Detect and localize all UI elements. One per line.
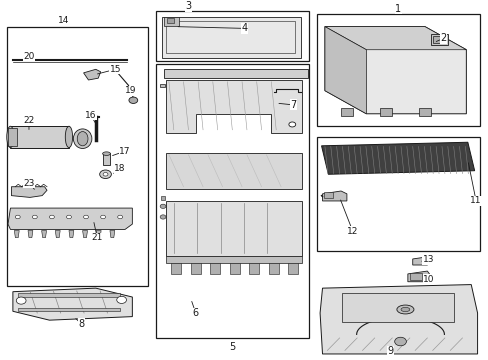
Circle shape [160,204,165,208]
Ellipse shape [65,126,73,148]
Text: 13: 13 [422,255,433,264]
Circle shape [16,297,26,304]
Polygon shape [325,27,466,50]
Polygon shape [110,230,115,238]
Circle shape [129,97,138,103]
Circle shape [101,215,105,219]
Text: 1: 1 [394,4,400,14]
Polygon shape [11,187,47,197]
FancyBboxPatch shape [324,192,332,198]
Polygon shape [55,230,60,238]
Ellipse shape [400,307,409,312]
FancyBboxPatch shape [171,263,181,274]
FancyBboxPatch shape [18,308,120,311]
Text: 3: 3 [185,1,191,11]
Text: 12: 12 [346,227,358,236]
Polygon shape [28,230,33,238]
Circle shape [100,170,111,179]
FancyBboxPatch shape [432,36,442,42]
Text: 22: 22 [23,116,35,125]
Polygon shape [325,27,366,114]
FancyBboxPatch shape [163,17,178,26]
Text: 15: 15 [109,65,121,74]
FancyBboxPatch shape [340,108,352,116]
FancyBboxPatch shape [190,263,200,274]
Text: 19: 19 [125,86,136,95]
FancyBboxPatch shape [210,263,220,274]
FancyBboxPatch shape [18,293,120,297]
Text: 16: 16 [85,111,97,120]
Text: 4: 4 [241,23,247,33]
Circle shape [49,215,54,219]
FancyBboxPatch shape [167,18,174,23]
Polygon shape [14,230,19,238]
FancyBboxPatch shape [160,195,164,200]
Ellipse shape [102,152,110,156]
Circle shape [83,215,88,219]
Polygon shape [96,230,101,238]
FancyBboxPatch shape [159,84,164,87]
Text: 5: 5 [229,342,235,352]
Polygon shape [161,17,300,58]
Text: 21: 21 [91,233,102,242]
Circle shape [66,215,71,219]
FancyBboxPatch shape [249,263,259,274]
Text: 10: 10 [422,275,434,284]
Polygon shape [69,230,74,238]
Polygon shape [321,142,474,174]
Circle shape [160,215,165,219]
Circle shape [117,296,126,303]
Polygon shape [412,257,430,265]
Text: 7: 7 [289,100,296,110]
Polygon shape [320,285,477,354]
Polygon shape [83,69,101,80]
Ellipse shape [73,129,92,148]
Polygon shape [165,153,302,189]
Text: 9: 9 [387,346,393,356]
Text: 20: 20 [23,51,35,60]
FancyBboxPatch shape [341,293,453,322]
Text: 18: 18 [114,165,125,174]
Polygon shape [82,230,87,238]
Circle shape [118,215,122,219]
Circle shape [288,122,295,127]
Text: 11: 11 [469,197,481,206]
Circle shape [394,337,406,346]
FancyBboxPatch shape [10,126,69,148]
Text: 6: 6 [192,308,199,318]
Text: 2: 2 [439,33,446,43]
FancyBboxPatch shape [379,108,391,116]
Polygon shape [325,27,466,114]
FancyBboxPatch shape [268,263,278,274]
Circle shape [32,215,37,219]
FancyBboxPatch shape [165,201,302,256]
Polygon shape [407,271,430,282]
Text: 17: 17 [119,147,130,156]
Ellipse shape [77,131,88,146]
Polygon shape [322,191,346,201]
Ellipse shape [396,305,413,314]
FancyBboxPatch shape [165,256,302,263]
Circle shape [15,215,20,219]
FancyBboxPatch shape [288,263,298,274]
Polygon shape [430,34,447,45]
Text: 8: 8 [78,319,84,329]
Text: 14: 14 [58,16,70,25]
Polygon shape [8,208,132,229]
FancyBboxPatch shape [229,263,239,274]
Polygon shape [13,288,132,320]
FancyBboxPatch shape [409,273,422,280]
FancyBboxPatch shape [8,128,17,146]
FancyBboxPatch shape [418,108,430,116]
Polygon shape [165,80,302,133]
Ellipse shape [7,126,14,148]
Text: 23: 23 [23,179,35,188]
Polygon shape [41,230,46,238]
FancyBboxPatch shape [103,153,110,165]
Circle shape [103,172,108,176]
FancyBboxPatch shape [163,69,307,78]
